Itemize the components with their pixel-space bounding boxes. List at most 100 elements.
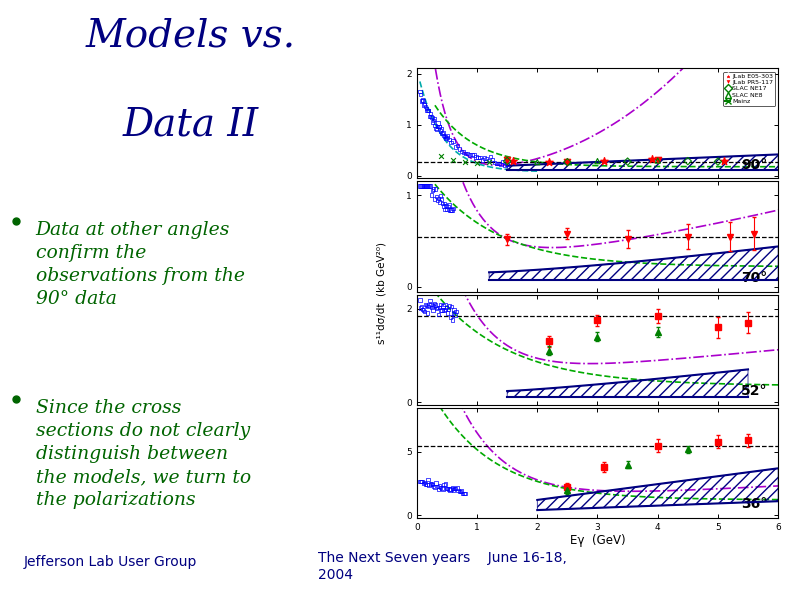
Point	[421, 480, 434, 489]
Point	[441, 303, 453, 312]
Point	[432, 118, 445, 128]
Point	[437, 201, 449, 211]
Point	[445, 484, 457, 494]
Point	[442, 484, 455, 494]
Point	[442, 305, 455, 314]
Point	[425, 479, 437, 488]
Point	[478, 154, 491, 163]
Point	[472, 153, 484, 162]
Point	[430, 124, 442, 133]
Point	[450, 483, 463, 493]
Point	[422, 302, 434, 311]
Point	[445, 205, 457, 215]
Point	[418, 307, 431, 317]
Point	[426, 190, 438, 200]
Point	[418, 478, 431, 487]
Point	[441, 484, 454, 493]
Point	[492, 159, 505, 168]
Point	[434, 191, 447, 201]
Point	[436, 305, 449, 315]
Point	[431, 481, 444, 491]
Point	[441, 308, 454, 318]
Point	[449, 307, 462, 317]
Point	[501, 159, 514, 169]
Point	[439, 305, 452, 315]
Point	[428, 114, 441, 124]
Point	[468, 150, 480, 159]
Text: Since the cross
sections do not clearly
distinguish between
the models, we turn : Since the cross sections do not clearly …	[36, 399, 251, 509]
Point	[422, 106, 435, 115]
Point	[415, 96, 428, 106]
Point	[452, 486, 464, 495]
Point	[431, 303, 444, 312]
Point	[718, 156, 730, 165]
Point	[432, 310, 445, 320]
Point	[446, 204, 459, 214]
Point	[501, 156, 514, 166]
Point	[507, 156, 519, 165]
Point	[461, 149, 474, 158]
Point	[597, 156, 610, 165]
Point	[432, 193, 445, 203]
Point	[437, 301, 449, 311]
Point	[440, 133, 453, 143]
Point	[444, 312, 457, 322]
Point	[443, 134, 456, 144]
Point	[457, 488, 470, 498]
Point	[422, 475, 434, 484]
Point	[430, 303, 443, 313]
Point	[431, 121, 444, 131]
Point	[437, 480, 450, 489]
Point	[501, 155, 514, 164]
Point	[434, 481, 446, 491]
Point	[434, 126, 447, 136]
Point	[440, 201, 453, 210]
Point	[418, 100, 430, 109]
Point	[591, 156, 603, 166]
Point	[422, 181, 435, 191]
Point	[621, 157, 634, 167]
Point	[439, 205, 452, 214]
Point	[415, 302, 428, 311]
Point	[457, 147, 470, 156]
Point	[437, 199, 450, 208]
Point	[447, 136, 460, 146]
Point	[435, 194, 448, 203]
Point	[449, 142, 461, 152]
Point	[415, 181, 428, 191]
Point	[483, 157, 495, 167]
Point	[459, 149, 472, 158]
Point	[426, 305, 439, 315]
Point	[491, 158, 503, 168]
Point	[427, 482, 440, 491]
Point	[488, 158, 501, 167]
Point	[449, 484, 462, 493]
Point	[444, 486, 457, 495]
Text: The Next Seven years    June 16-18,
2004: The Next Seven years June 16-18, 2004	[318, 552, 566, 581]
Point	[646, 154, 658, 164]
Point	[459, 157, 472, 167]
Point	[453, 145, 466, 154]
Point	[453, 487, 465, 496]
Point	[426, 117, 439, 127]
Point	[434, 483, 447, 493]
Point	[651, 156, 664, 165]
Point	[420, 104, 433, 113]
Point	[425, 299, 437, 309]
Point	[426, 113, 438, 123]
Point	[430, 300, 442, 310]
Point	[436, 129, 449, 138]
Point	[434, 152, 447, 161]
Point	[480, 154, 493, 163]
Point	[414, 181, 427, 191]
Point	[437, 130, 450, 140]
Point	[420, 181, 433, 191]
Point	[435, 124, 448, 134]
Point	[446, 155, 459, 165]
Point	[449, 484, 461, 493]
Point	[414, 90, 427, 99]
Text: Data II: Data II	[122, 106, 259, 143]
Point	[422, 480, 435, 490]
Point	[441, 205, 453, 214]
Point	[430, 124, 443, 134]
